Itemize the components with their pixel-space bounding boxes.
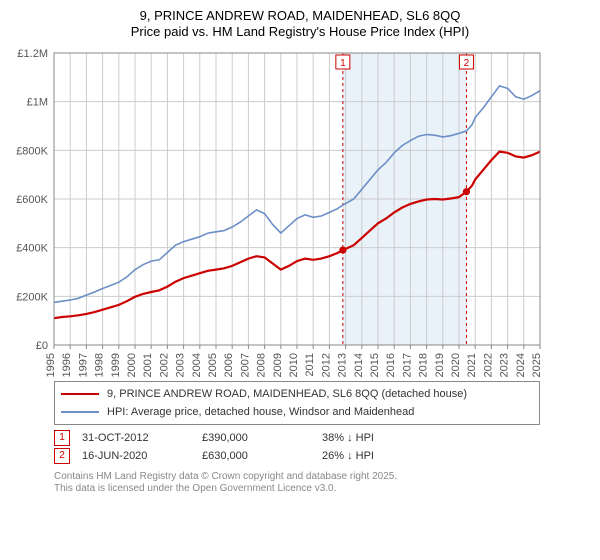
x-tick-label: 2016 xyxy=(385,353,397,377)
point-date: 16-JUN-2020 xyxy=(82,450,202,462)
x-tick-label: 2001 xyxy=(142,353,154,377)
points-row: 1 31-OCT-2012£390,00038% ↓ HPI xyxy=(54,429,540,447)
point-date: 31-OCT-2012 xyxy=(82,432,202,444)
point-diff: 26% ↓ HPI xyxy=(322,450,442,462)
x-tick-label: 1995 xyxy=(45,353,57,377)
legend: 9, PRINCE ANDREW ROAD, MAIDENHEAD, SL6 8… xyxy=(54,381,540,425)
x-tick-label: 2025 xyxy=(531,353,543,377)
callout-number: 1 xyxy=(340,58,346,69)
x-tick-label: 1997 xyxy=(77,353,89,377)
x-tick-label: 1996 xyxy=(61,353,73,377)
y-tick-label: £1M xyxy=(27,96,48,108)
footer-line2: This data is licensed under the Open Gov… xyxy=(54,483,336,494)
points-row: 2 16-JUN-2020£630,00026% ↓ HPI xyxy=(54,447,540,465)
sale-point-dot xyxy=(339,246,346,253)
x-tick-label: 2015 xyxy=(369,353,381,377)
legend-row: HPI: Average price, detached house, Wind… xyxy=(61,403,533,421)
point-price: £630,000 xyxy=(202,450,322,462)
x-tick-label: 2003 xyxy=(175,353,187,377)
x-tick-label: 1999 xyxy=(110,353,122,377)
point-diff: 38% ↓ HPI xyxy=(322,432,442,444)
x-tick-label: 2024 xyxy=(515,353,527,377)
x-tick-label: 2023 xyxy=(499,352,511,376)
x-tick-label: 2006 xyxy=(223,353,235,377)
x-tick-label: 2002 xyxy=(158,353,170,377)
chart-title: 9, PRINCE ANDREW ROAD, MAIDENHEAD, SL6 8… xyxy=(6,8,594,41)
x-tick-label: 2018 xyxy=(418,353,430,377)
line-chart: £0 £200K £400K £600K £800K £1M £1.2M 1995 1996 19… xyxy=(6,45,594,377)
x-tick-label: 2009 xyxy=(272,353,284,377)
legend-row: 9, PRINCE ANDREW ROAD, MAIDENHEAD, SL6 8… xyxy=(61,385,533,403)
y-tick-label: £800K xyxy=(16,145,48,157)
x-tick-label: 2013 xyxy=(337,353,349,377)
x-tick-label: 2017 xyxy=(401,353,413,377)
sale-points-table: 1 31-OCT-2012£390,00038% ↓ HPI 2 16-JUN-202… xyxy=(54,429,540,465)
legend-label: HPI: Average price, detached house, Wind… xyxy=(107,406,414,418)
chart-svg: £0 £200K £400K £600K £800K £1M £1.2M 1995 1996 19… xyxy=(6,45,594,377)
footer-line1: Contains HM Land Registry data © Crown c… xyxy=(54,471,397,482)
y-tick-label: £400K xyxy=(16,242,48,254)
callout-number: 2 xyxy=(464,58,470,69)
legend-swatch xyxy=(61,411,99,413)
sale-point-dot xyxy=(463,188,470,195)
y-tick-label: £0 xyxy=(36,340,48,352)
legend-swatch xyxy=(61,393,99,395)
x-tick-label: 2000 xyxy=(126,353,138,377)
point-marker: 1 xyxy=(54,430,70,446)
x-tick-label: 2011 xyxy=(304,353,316,377)
y-tick-label: £600K xyxy=(16,194,48,206)
x-tick-label: 2008 xyxy=(256,353,268,377)
x-tick-label: 2007 xyxy=(239,353,251,377)
point-marker: 2 xyxy=(54,448,70,464)
legend-label: 9, PRINCE ANDREW ROAD, MAIDENHEAD, SL6 8… xyxy=(107,388,467,400)
x-tick-label: 2012 xyxy=(320,353,332,377)
x-tick-label: 2005 xyxy=(207,353,219,377)
point-price: £390,000 xyxy=(202,432,322,444)
title-line1: 9, PRINCE ANDREW ROAD, MAIDENHEAD, SL6 8… xyxy=(140,8,461,23)
x-tick-label: 2022 xyxy=(482,353,494,377)
x-tick-label: 1998 xyxy=(94,353,106,377)
x-tick-label: 2020 xyxy=(450,353,462,377)
x-tick-label: 2021 xyxy=(466,353,478,377)
x-tick-label: 2004 xyxy=(191,353,203,377)
x-tick-label: 2019 xyxy=(434,353,446,377)
x-tick-label: 2014 xyxy=(353,353,365,377)
y-tick-label: £200K xyxy=(16,291,48,303)
y-tick-label: £1.2M xyxy=(17,48,48,60)
footer-attribution: Contains HM Land Registry data © Crown c… xyxy=(54,471,594,496)
title-line2: Price paid vs. HM Land Registry's House … xyxy=(131,24,469,39)
x-tick-label: 2010 xyxy=(288,353,300,377)
